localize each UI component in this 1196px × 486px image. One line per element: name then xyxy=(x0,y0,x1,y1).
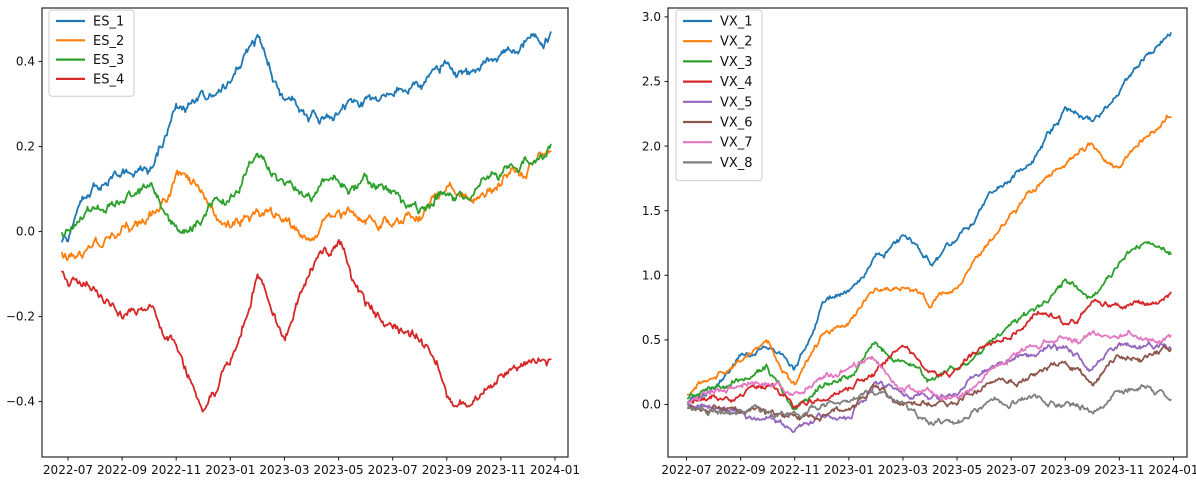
series-line-VX_4 xyxy=(687,291,1172,410)
y-tick-label: −0.2 xyxy=(6,310,35,324)
vx-y-axis: 3.0 2.5 2.0 1.5 1.0 0.5 0.0 xyxy=(642,10,668,412)
legend-label: VX_5 xyxy=(720,95,753,110)
vx-chart: 2022-07 2022-09 2022-11 2023-01 2023-03 2023-… xyxy=(642,7,1196,477)
x-tick-label: 2023-05 xyxy=(932,463,982,477)
legend-label: VX_1 xyxy=(720,15,753,30)
x-tick-label: 2023-05 xyxy=(313,463,363,477)
legend-item-VX_7: VX_7 xyxy=(683,136,753,151)
x-tick-label: 2023-11 xyxy=(1094,463,1144,477)
series-line-ES_2 xyxy=(61,148,552,262)
x-tick-label: 2022-11 xyxy=(770,463,820,477)
legend-label: ES_3 xyxy=(93,53,124,68)
x-tick-label: 2023-09 xyxy=(1040,463,1090,477)
legend-label: VX_7 xyxy=(720,136,753,151)
legend-label: VX_2 xyxy=(720,35,753,50)
series-line-VX_7 xyxy=(687,329,1172,404)
series-line-ES_1 xyxy=(61,31,552,243)
legend-item-VX_8: VX_8 xyxy=(683,156,753,171)
x-tick-label: 2023-03 xyxy=(878,463,928,477)
legend-item-VX_2: VX_2 xyxy=(683,35,753,50)
legend-item-ES_3: ES_3 xyxy=(56,53,124,68)
es-x-axis: 2022-07 2022-09 2022-11 2023-01 2023-03 2023-… xyxy=(43,457,580,477)
legend-item-VX_5: VX_5 xyxy=(683,95,753,110)
es-legend: ES_1 ES_2 ES_3 ES_4 xyxy=(48,9,135,97)
legend-label: ES_4 xyxy=(93,72,124,87)
y-tick-label: 2.5 xyxy=(642,75,661,89)
vx-spines xyxy=(667,7,1188,458)
legend-item-ES_4: ES_4 xyxy=(56,72,124,87)
es-y-axis: 0.4 0.2 0.0 −0.2 −0.4 xyxy=(6,55,42,409)
legend-item-ES_1: ES_1 xyxy=(56,15,124,30)
y-tick-label: 2.0 xyxy=(642,139,661,153)
y-tick-label: 0.0 xyxy=(642,398,661,412)
x-tick-label: 2023-03 xyxy=(259,463,309,477)
series-line-VX_8 xyxy=(687,383,1172,427)
vx-x-axis: 2022-07 2022-09 2022-11 2023-01 2023-03 2023-… xyxy=(661,457,1196,477)
y-tick-label: 0.4 xyxy=(16,55,35,69)
es-legend-box xyxy=(48,9,135,97)
series-line-VX_5 xyxy=(687,341,1172,433)
x-tick-label: 2023-01 xyxy=(205,463,255,477)
vx-legend: VX_1 VX_2 VX_3 VX_4 VX_5 VX_6 VX_7 VX_8 xyxy=(675,9,763,182)
y-tick-label: 1.0 xyxy=(642,269,661,283)
x-tick-label: 2023-09 xyxy=(422,463,472,477)
legend-label: VX_4 xyxy=(720,75,753,90)
series-line-ES_3 xyxy=(61,143,552,238)
legend-item-VX_1: VX_1 xyxy=(683,15,753,30)
series-line-ES_4 xyxy=(61,239,552,413)
vx-legend-box xyxy=(675,9,763,182)
legend-label: VX_3 xyxy=(720,55,753,70)
y-tick-label: 1.5 xyxy=(642,204,661,218)
x-tick-label: 2022-09 xyxy=(716,463,766,477)
series-line-VX_3 xyxy=(687,240,1172,411)
legend-item-VX_3: VX_3 xyxy=(683,55,753,70)
legend-item-VX_6: VX_6 xyxy=(683,116,753,131)
x-tick-label: 2022-07 xyxy=(43,463,93,477)
legend-item-ES_2: ES_2 xyxy=(56,34,124,49)
es-chart: 2022-07 2022-09 2022-11 2023-01 2023-03 2023-… xyxy=(6,7,580,477)
y-tick-label: 0.5 xyxy=(642,333,661,347)
y-tick-label: 0.0 xyxy=(16,225,35,239)
series-line-VX_6 xyxy=(687,345,1172,422)
x-tick-label: 2023-11 xyxy=(476,463,526,477)
legend-label: ES_2 xyxy=(93,34,124,49)
x-tick-label: 2022-11 xyxy=(151,463,201,477)
x-tick-label: 2024-01 xyxy=(1148,463,1196,477)
x-tick-label: 2022-07 xyxy=(661,463,711,477)
vx-series-lines xyxy=(687,32,1172,433)
y-tick-label: 0.2 xyxy=(16,140,35,154)
legend-label: VX_6 xyxy=(720,116,753,131)
x-tick-label: 2023-07 xyxy=(986,463,1036,477)
legend-label: ES_1 xyxy=(93,15,124,30)
x-tick-label: 2024-01 xyxy=(530,463,580,477)
series-line-VX_1 xyxy=(687,32,1172,404)
series-line-VX_2 xyxy=(687,114,1172,397)
legend-item-VX_4: VX_4 xyxy=(683,75,753,90)
x-tick-label: 2023-07 xyxy=(368,463,418,477)
es-series-lines xyxy=(61,31,552,413)
y-tick-label: 3.0 xyxy=(642,10,661,24)
y-tick-label: −0.4 xyxy=(6,395,35,409)
legend-label: VX_8 xyxy=(720,156,753,171)
x-tick-label: 2023-01 xyxy=(824,463,874,477)
x-tick-label: 2022-09 xyxy=(97,463,147,477)
es-spines xyxy=(41,7,569,458)
